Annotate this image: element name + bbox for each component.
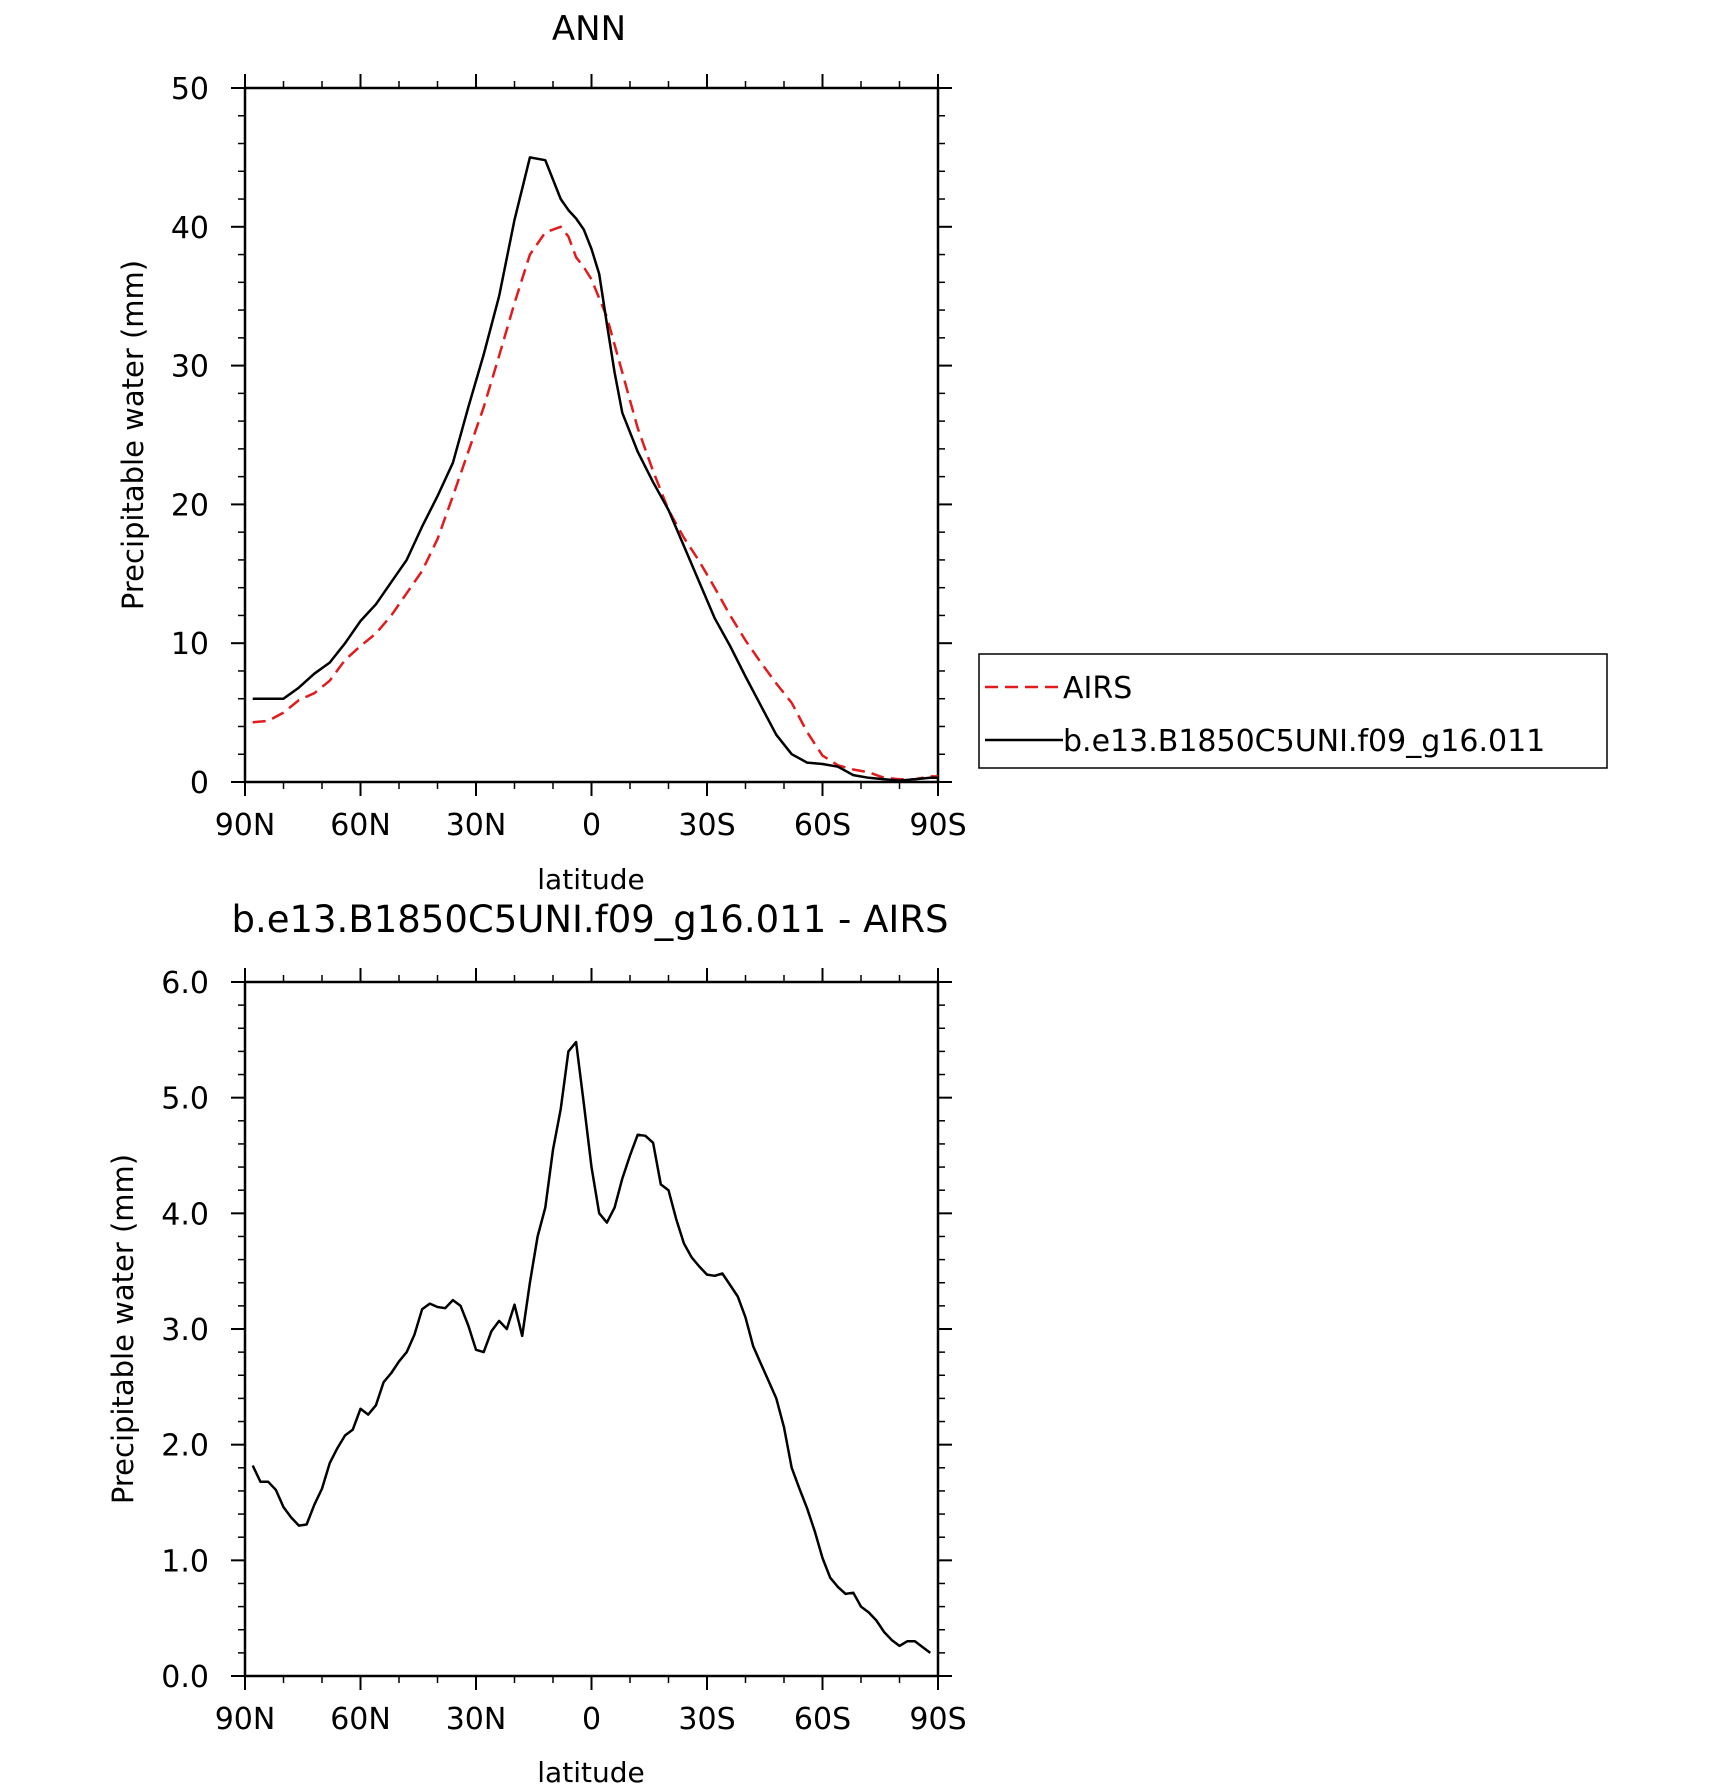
y-tick-label: 3.0: [161, 1313, 209, 1348]
x-tick-label: 60N: [330, 1702, 391, 1737]
panel-title: ANN: [552, 9, 626, 49]
x-tick-label: 0: [582, 1702, 601, 1737]
panel-annual-mean: ANN 90N 60N 30N 0 30S 60S 90S 0 10 20 30 40 50 latit…: [116, 9, 967, 896]
legend: AIRS b.e13.B1850C5UNI.f09_g16.011: [978, 653, 1608, 769]
x-axis-label: latitude: [537, 1756, 644, 1789]
y-tick-label: 5.0: [161, 1082, 209, 1117]
y-axis-label: Precipitable water (mm): [106, 1154, 140, 1504]
series-lines: [251, 1040, 932, 1654]
x-tick-label: 0: [582, 808, 601, 843]
y-axis-label: Precipitable water (mm): [116, 260, 150, 610]
y-tick-label: 0.0: [161, 1660, 209, 1695]
x-tick-label: 30S: [678, 1702, 735, 1737]
b-e13-b1850c5uni-f09-g16-011-series-line: [252, 156, 938, 782]
x-tick-label: 60N: [330, 808, 391, 843]
y-tick-label: 10: [171, 627, 209, 662]
x-tick-label: 30S: [678, 808, 735, 843]
y-tick-label: 20: [171, 488, 209, 523]
y-tick-label: 4.0: [161, 1197, 209, 1232]
y-tick-label: 2.0: [161, 1429, 209, 1464]
x-tick-label: 30N: [446, 808, 507, 843]
y-tick-label: 0: [190, 766, 209, 801]
plot-frame: [243, 86, 940, 784]
panel-title: b.e13.B1850C5UNI.f09_g16.011 - AIRS: [231, 898, 948, 941]
y-tick-label: 30: [171, 350, 209, 385]
y-tick-label: 1.0: [161, 1544, 209, 1579]
x-tick-label: 60S: [794, 1702, 851, 1737]
axes: 90N 60N 30N 0 30S 60S 90S 0.0 1.0 2.0 3.0 4.0 5.0 6.0: [161, 966, 966, 1737]
airs-series-line: [252, 225, 938, 781]
y-tick-label: 50: [171, 72, 209, 107]
legend-box: [978, 653, 1608, 769]
y-tick-label: 40: [171, 211, 209, 246]
x-tick-label: 90N: [215, 1702, 276, 1737]
x-tick-label: 90S: [909, 1702, 966, 1737]
panel-difference: b.e13.B1850C5UNI.f09_g16.011 - AIRS 90N 6…: [106, 898, 967, 1789]
x-tick-label: 90N: [215, 808, 276, 843]
legend-label-airs: AIRS: [1063, 671, 1132, 706]
difference-series-line: [251, 1040, 932, 1654]
series-lines: [252, 156, 938, 782]
axes: 90N 60N 30N 0 30S 60S 90S 0 10 20 30 40 50: [171, 72, 967, 843]
x-tick-label: 90S: [909, 808, 966, 843]
legend-label-model: b.e13.B1850C5UNI.f09_g16.011: [1063, 724, 1545, 759]
plot-frame: [243, 980, 940, 1678]
x-axis-label: latitude: [537, 863, 644, 896]
x-tick-label: 60S: [794, 808, 851, 843]
y-tick-label: 6.0: [161, 966, 209, 1001]
x-tick-label: 30N: [446, 1702, 507, 1737]
